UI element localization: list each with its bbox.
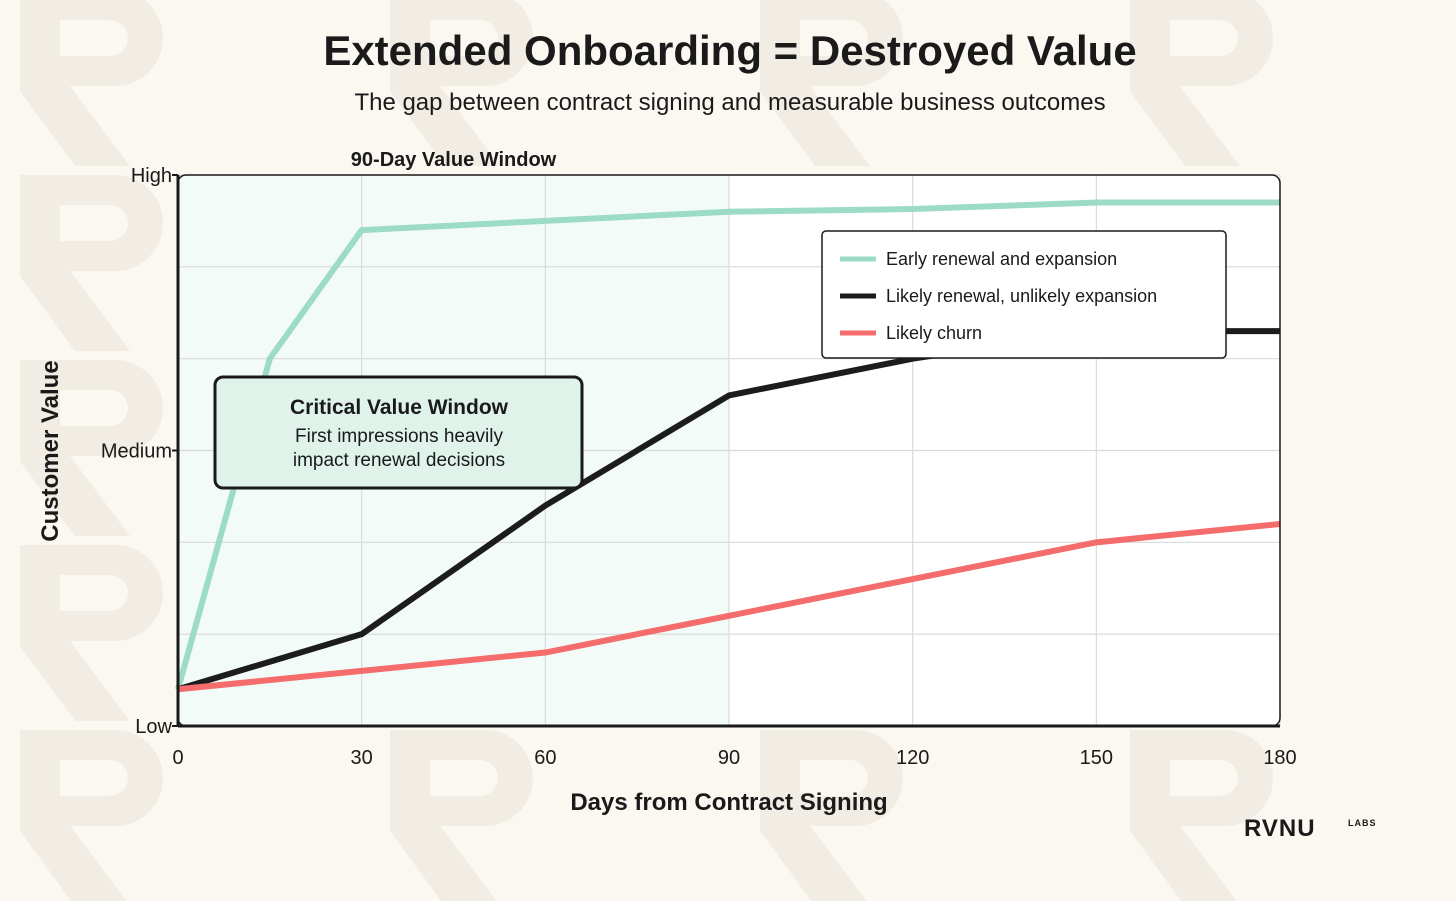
annotation-line-1: First impressions heavily (295, 426, 503, 447)
x-tick-labels: 0 30 60 90 120 150 180 (172, 747, 1296, 769)
watermark-glyph (20, 730, 163, 901)
annotation-box: Critical Value Window First impressions … (213, 375, 584, 490)
annotation-line-2: impact renewal decisions (293, 450, 505, 471)
legend-label-likely-renewal: Likely renewal, unlikely expansion (886, 286, 1157, 306)
legend: Early renewal and expansion Likely renew… (821, 230, 1227, 359)
y-tick-label: Low (135, 716, 172, 738)
x-tick-label: 0 (172, 747, 183, 769)
y-tick-label: High (131, 165, 172, 187)
y-tick-labels: Low Medium High (101, 165, 178, 738)
x-tick-label: 60 (534, 747, 556, 769)
watermark-glyph (1130, 730, 1273, 901)
legend-box (821, 230, 1227, 359)
legend-label-early-renewal: Early renewal and expansion (886, 249, 1117, 269)
x-axis-label: Days from Contract Signing (570, 789, 887, 816)
x-tick-label: 120 (896, 747, 929, 769)
watermark-glyph (390, 730, 533, 901)
y-tick-label: Medium (101, 441, 172, 463)
value-window-label: 90-Day Value Window (351, 149, 557, 171)
brand-logo: RVNU LABS (1244, 815, 1377, 842)
x-tick-label: 30 (351, 747, 373, 769)
watermark-glyph (20, 175, 163, 351)
watermark-glyph (760, 0, 903, 166)
x-tick-label: 150 (1080, 747, 1113, 769)
x-tick-label: 90 (718, 747, 740, 769)
annotation-rect (213, 375, 584, 490)
brand-suffix: LABS (1348, 818, 1377, 828)
watermark-glyph (20, 360, 163, 536)
watermark-glyph (760, 730, 903, 901)
y-axis-label: Customer Value (37, 360, 64, 541)
x-tick-label: 180 (1263, 747, 1296, 769)
watermark-glyph (390, 0, 533, 166)
chart-title: Extended Onboarding = Destroyed Value (323, 27, 1136, 74)
legend-label-likely-churn: Likely churn (886, 323, 982, 343)
watermark-glyph (1130, 0, 1273, 166)
annotation-title: Critical Value Window (290, 396, 509, 419)
series-line-likely-churn (177, 520, 1281, 693)
watermark-glyph (20, 545, 163, 721)
watermark-glyph (20, 0, 163, 166)
series-line-early-renewal (175, 199, 1280, 691)
chart-subtitle: The gap between contract signing and mea… (354, 89, 1105, 116)
brand-name: RVNU (1244, 815, 1316, 842)
